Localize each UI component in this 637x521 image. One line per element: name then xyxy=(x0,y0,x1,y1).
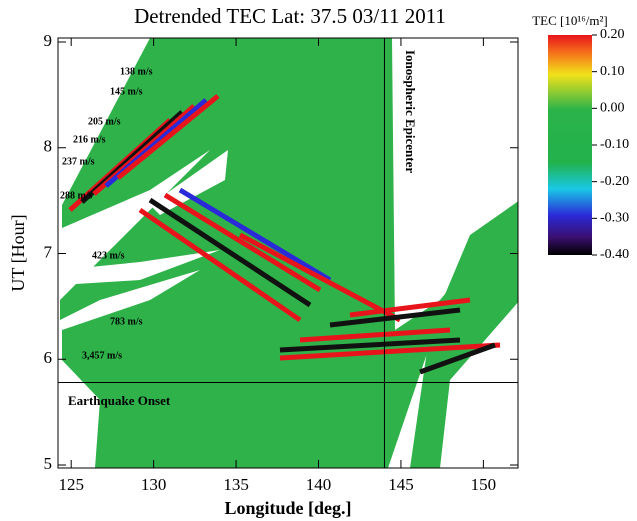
x-tick-label: 150 xyxy=(471,475,497,494)
colorbar-tick-label: 0.00 xyxy=(600,101,625,116)
y-tick-label: 8 xyxy=(44,137,53,156)
speed-label: 145 m/s xyxy=(110,86,143,97)
speed-label: 138 m/s xyxy=(120,66,153,77)
speed-label: 237 m/s xyxy=(62,156,95,167)
y-axis-label: UT [Hour] xyxy=(8,214,28,291)
speed-label: 288 m/s xyxy=(60,190,93,201)
x-tick-label: 145 xyxy=(388,475,414,494)
chart-title: Detrended TEC Lat: 37.5 03/11 2011 xyxy=(134,4,446,28)
colorbar-tick-label: -0.10 xyxy=(600,137,629,152)
y-tick-label: 6 xyxy=(44,348,53,367)
x-tick-label: 125 xyxy=(58,475,84,494)
tec-image xyxy=(60,38,518,468)
x-tick-label: 135 xyxy=(223,475,249,494)
x-tick-label: 130 xyxy=(141,475,167,494)
colorbar-tick-label: -0.20 xyxy=(600,174,629,189)
colorbar-tick-label: -0.30 xyxy=(600,211,629,226)
speed-label: 3,457 m/s xyxy=(82,350,122,361)
onset-label: Earthquake Onset xyxy=(68,393,171,408)
speed-label: 205 m/s xyxy=(88,116,121,127)
speed-label: 783 m/s xyxy=(110,316,143,327)
colorbar xyxy=(548,35,592,255)
epicenter-label: Ionospheric Epicenter xyxy=(403,50,418,173)
y-tick-label: 9 xyxy=(44,31,53,50)
colorbar-tick-label: -0.40 xyxy=(600,247,629,262)
speed-label: 423 m/s xyxy=(92,250,125,261)
speed-label: 216 m/s xyxy=(73,134,106,145)
y-tick-label: 5 xyxy=(44,454,53,473)
x-tick-label: 140 xyxy=(306,475,332,494)
colorbar-tick-label: 0.10 xyxy=(600,64,625,79)
colorbar-tick-label: 0.20 xyxy=(600,27,625,42)
y-tick-label: 7 xyxy=(44,242,53,261)
colorbar-title: TEC [10¹⁶/m²] xyxy=(532,13,608,28)
x-axis-label: Longitude [deg.] xyxy=(224,498,351,518)
